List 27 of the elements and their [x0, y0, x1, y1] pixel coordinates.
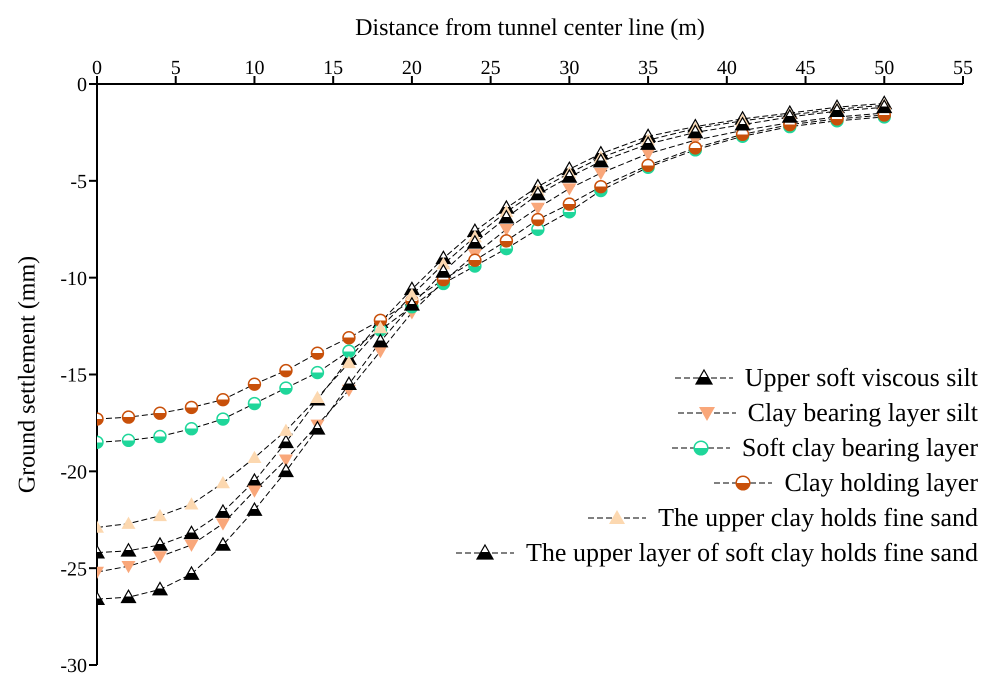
- y-tick-label: -30: [60, 655, 87, 675]
- x-tick-label: 30: [559, 57, 580, 79]
- legend-label: Upper soft viscous silt: [744, 362, 978, 394]
- x-tick-label: 20: [402, 57, 422, 79]
- legend-label: The upper layer of soft clay holds fine sand: [526, 537, 978, 569]
- y-tick-label: 0: [77, 74, 87, 96]
- x-tick-label: 5: [170, 57, 181, 79]
- y-axis-title: Ground settlement (mm): [14, 256, 41, 494]
- x-tick-label: 15: [323, 57, 344, 79]
- y-tick-label: -10: [60, 268, 87, 290]
- x-tick-label: 40: [716, 57, 737, 79]
- legend-label: The upper clay holds fine sand: [658, 502, 978, 534]
- legend-label: Soft clay bearing layer: [742, 432, 978, 464]
- x-tick-label: 50: [874, 57, 894, 79]
- y-tick-label: -25: [60, 558, 87, 580]
- x-tick-label: 25: [480, 57, 501, 79]
- y-tick-label: -15: [60, 364, 87, 387]
- x-tick-label: 0: [92, 57, 102, 79]
- x-tick-label: 10: [244, 57, 264, 79]
- legend-label: Clay holding layer: [784, 467, 978, 499]
- x-tick-label: 55: [953, 57, 973, 79]
- x-tick-label: 45: [796, 57, 816, 79]
- legend-label: Clay bearing layer silt: [748, 397, 978, 429]
- y-tick-label: -20: [60, 461, 87, 484]
- y-tick-label: -5: [70, 170, 87, 193]
- x-tick-label: 35: [638, 57, 658, 79]
- x-axis-title: Distance from tunnel center line (m): [355, 15, 705, 42]
